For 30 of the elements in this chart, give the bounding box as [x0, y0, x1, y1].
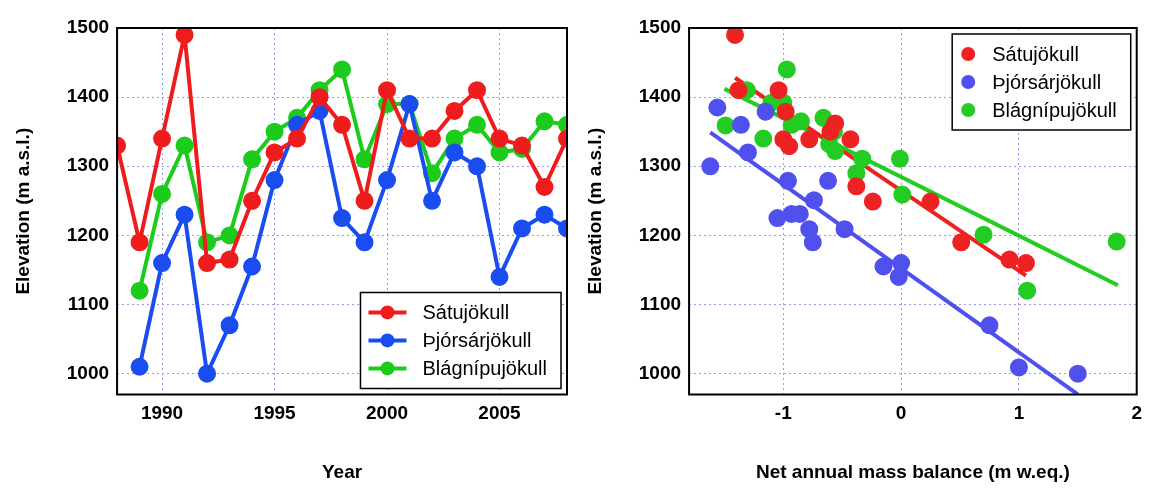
y-tick-label: 1000 [66, 361, 110, 383]
y-tick-label: 1400 [66, 85, 110, 107]
y-tick-label: 1100 [639, 292, 682, 314]
x-tick-label: 0 [895, 402, 907, 424]
y-tick-label: 1400 [638, 85, 682, 107]
x-tick-label: 1 [1013, 402, 1025, 424]
legend-label: Þjórsárjökull [422, 328, 532, 351]
x-tick-label: 2000 [365, 402, 409, 424]
y-axis-title: Elevation (m a.s.l.) [11, 127, 33, 295]
y-tick-label: 1500 [66, 16, 110, 38]
x-tick-label: 1995 [253, 402, 297, 424]
y-tick-label: 1200 [638, 223, 682, 245]
x-axis-title: Net annual mass balance (m w.eq.) [755, 460, 1070, 482]
y-tick-label: 1100 [67, 292, 110, 314]
legend-label: Blágnípujökull [992, 98, 1117, 121]
y-tick-label: 1500 [638, 16, 682, 38]
y-axis-title: Elevation (m a.s.l.) [583, 127, 605, 295]
legend-label: Þjórsárjökull [992, 70, 1102, 93]
x-tick-label: 2005 [478, 402, 522, 424]
legend-label: Blágnípujökull [422, 356, 547, 379]
y-tick-label: 1200 [66, 223, 110, 245]
y-tick-label: 1000 [638, 361, 682, 383]
x-tick-label: 1990 [140, 402, 184, 424]
x-tick-label: -1 [774, 402, 793, 424]
x-axis-title: Year [321, 460, 363, 482]
y-tick-label: 1300 [66, 154, 110, 176]
x-tick-label: 2 [1131, 402, 1143, 424]
y-tick-label: 1300 [638, 154, 682, 176]
legend-label: Sátujökull [992, 42, 1079, 65]
legend-label: Sátujökull [422, 300, 510, 323]
